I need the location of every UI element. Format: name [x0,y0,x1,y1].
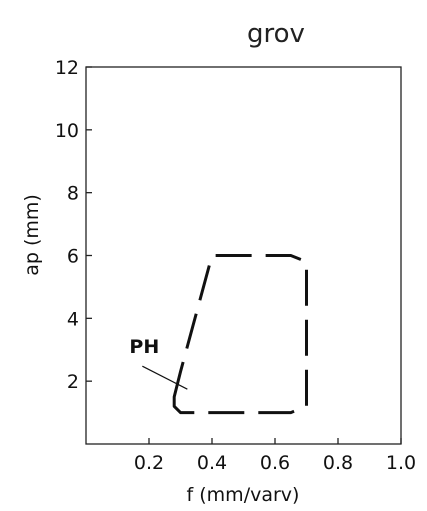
x-axis-label: f (mm/varv) [187,484,300,506]
annotation-layer: PH [129,336,188,390]
x-tick-label: 1.0 [386,452,416,474]
y-axis: 2 4 6 8 10 12 [55,57,92,393]
chart-title: grov [247,19,305,49]
y-tick-label: 4 [67,308,79,330]
y-tick-label: 6 [67,246,79,268]
x-tick-label: 0.6 [260,452,290,474]
y-tick-label: 10 [55,120,79,142]
annotation-leader-line [142,365,188,390]
y-axis-label: ap (mm) [21,194,43,276]
x-tick-label: 0.2 [134,452,164,474]
series-layer [172,254,308,415]
annotation-label: PH [129,336,159,358]
y-tick-label: 2 [67,371,79,393]
x-axis: 0.2 0.4 0.6 0.8 1.0 [134,438,416,474]
x-tick-label: 0.8 [323,452,353,474]
series-line-0 [172,254,308,415]
x-tick-label: 0.4 [197,452,227,474]
y-tick-label: 12 [55,57,79,79]
y-tick-label: 8 [67,183,79,205]
